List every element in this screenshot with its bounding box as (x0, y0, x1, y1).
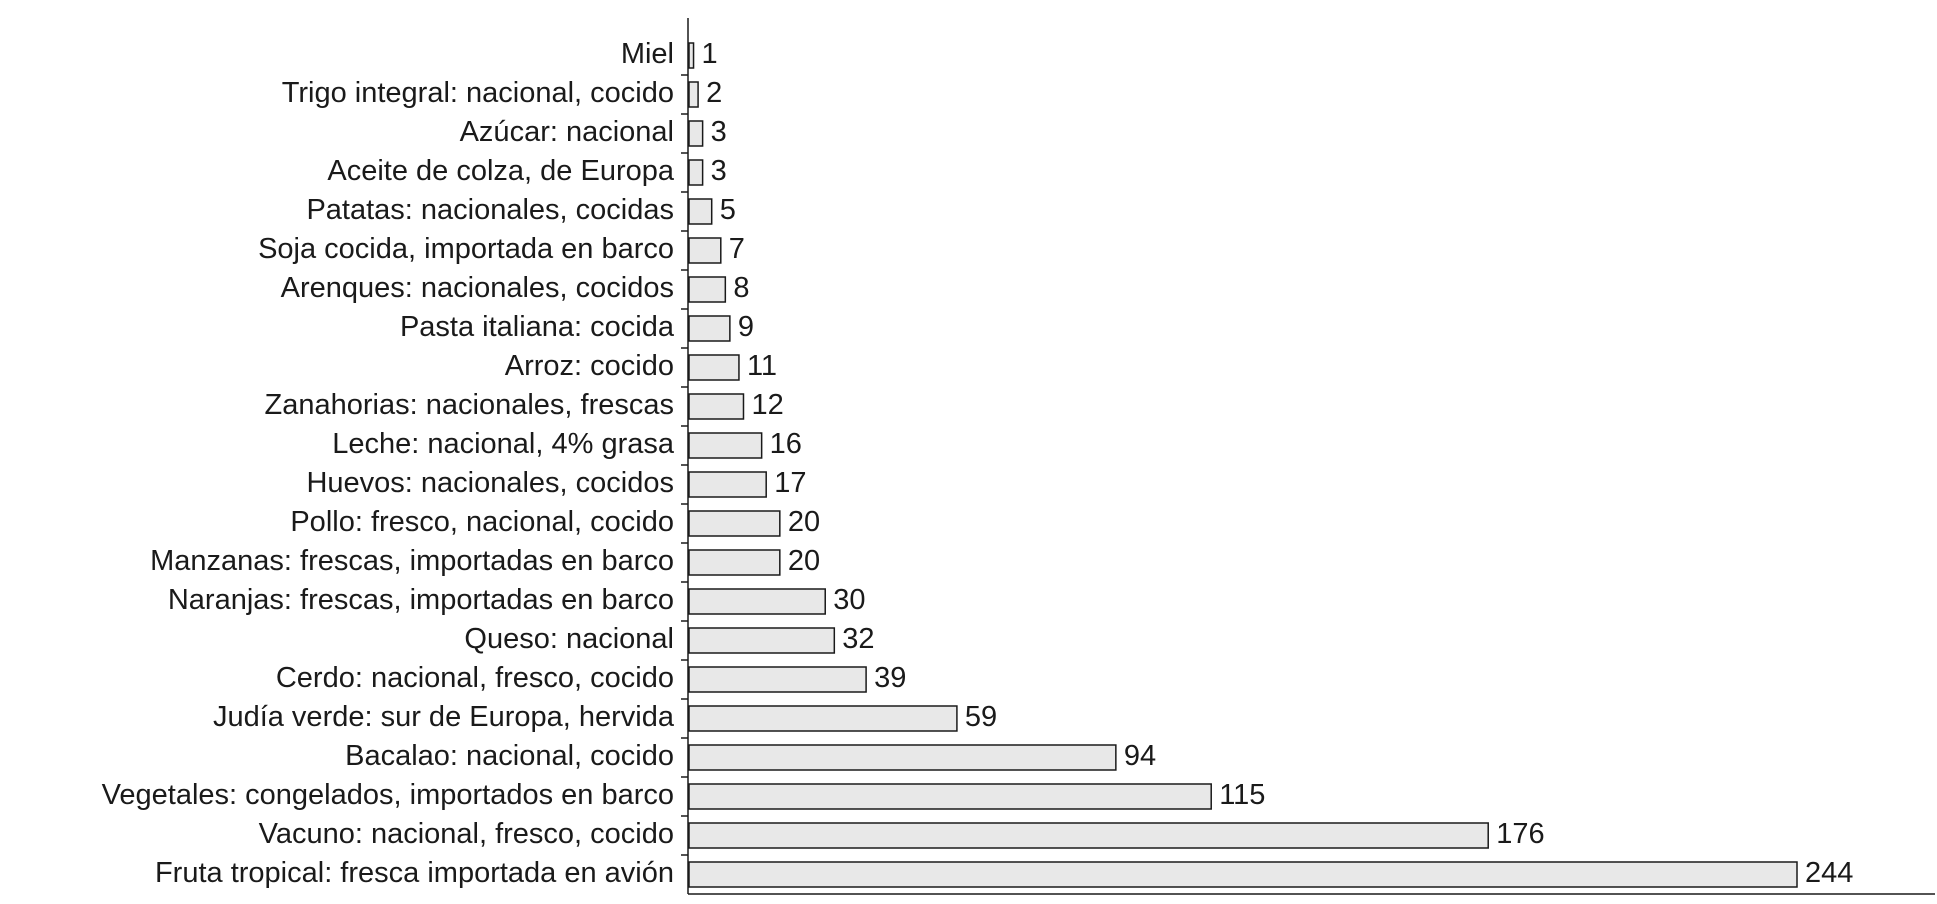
value-label: 244 (1805, 857, 1853, 889)
category-label: Bacalao: nacional, cocido (345, 740, 674, 772)
bar (688, 81, 699, 108)
category-label: Judía verde: sur de Europa, hervida (213, 701, 675, 733)
bar (688, 705, 958, 732)
category-label: Cerdo: nacional, fresco, cocido (276, 662, 674, 694)
bar (688, 276, 727, 303)
value-label: 8 (733, 272, 749, 304)
category-label: Pollo: fresco, nacional, cocido (290, 506, 674, 538)
category-label: Naranjas: frescas, importadas en barco (168, 584, 674, 616)
bar (688, 549, 781, 576)
value-label: 7 (729, 233, 745, 265)
category-label: Zanahorias: nacionales, frescas (265, 389, 674, 421)
bar (688, 120, 704, 147)
value-label: 59 (965, 701, 997, 733)
value-label: 30 (833, 584, 865, 616)
value-label: 3 (711, 155, 727, 187)
value-label: 16 (770, 428, 802, 460)
value-label: 20 (788, 545, 820, 577)
bar (688, 315, 731, 342)
value-label: 115 (1219, 779, 1265, 811)
category-label: Queso: nacional (464, 623, 674, 655)
bar (688, 588, 826, 615)
value-label: 94 (1124, 740, 1156, 772)
bar (688, 471, 767, 498)
bar (688, 510, 781, 537)
category-label: Patatas: nacionales, cocidas (306, 194, 674, 226)
category-label: Vacuno: nacional, fresco, cocido (259, 818, 674, 850)
category-label: Arroz: cocido (505, 350, 674, 382)
bar (688, 354, 740, 381)
value-label: 5 (720, 194, 736, 226)
value-label: 17 (774, 467, 806, 499)
bar (688, 42, 695, 69)
category-label: Azúcar: nacional (460, 116, 674, 148)
category-label: Soja cocida, importada en barco (258, 233, 674, 265)
category-label: Aceite de colza, de Europa (327, 155, 674, 187)
category-label: Vegetales: congelados, importados en bar… (102, 779, 674, 811)
bar (688, 198, 713, 225)
category-label: Trigo integral: nacional, cocido (282, 77, 674, 109)
value-label: 20 (788, 506, 820, 538)
category-label: Arenques: nacionales, cocidos (281, 272, 674, 304)
bar (688, 432, 763, 459)
value-label: 39 (874, 662, 906, 694)
category-label: Leche: nacional, 4% grasa (332, 428, 675, 460)
bar (688, 666, 867, 693)
value-label: 2 (706, 77, 722, 109)
category-label: Manzanas: frescas, importadas en barco (150, 545, 674, 577)
value-label: 3 (711, 116, 727, 148)
bar (688, 627, 836, 654)
value-label: 176 (1496, 818, 1544, 850)
bar (688, 744, 1117, 771)
bar (688, 393, 745, 420)
category-label: Pasta italiana: cocida (400, 311, 675, 343)
value-label: 12 (751, 389, 783, 421)
bar (688, 861, 1798, 888)
category-label: Miel (621, 38, 674, 70)
value-label: 32 (842, 623, 874, 655)
bar (688, 822, 1489, 849)
bar (688, 159, 704, 186)
bar (688, 237, 722, 264)
value-label: 9 (738, 311, 754, 343)
category-label: Fruta tropical: fresca importada en avió… (155, 857, 674, 889)
bar (688, 783, 1212, 810)
category-label: Huevos: nacionales, cocidos (306, 467, 674, 499)
value-label: 11 (747, 350, 777, 382)
value-label: 1 (702, 38, 718, 70)
